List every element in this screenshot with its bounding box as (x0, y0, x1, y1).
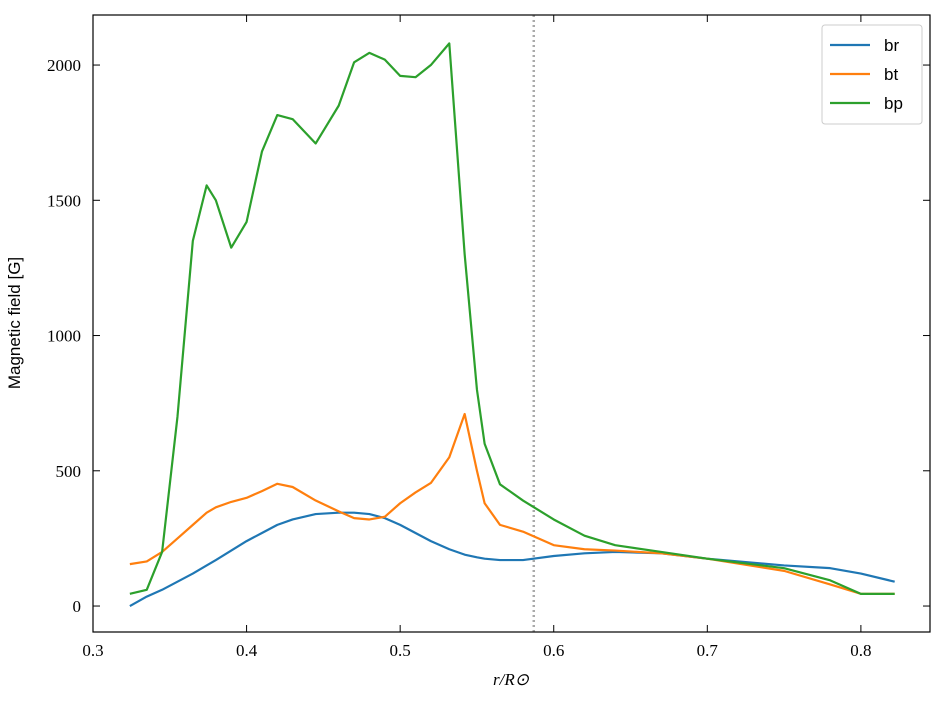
x-tick-label: 0.7 (697, 641, 719, 660)
y-tick-label: 0 (73, 597, 82, 616)
y-axis-label: Magnetic field [G] (5, 257, 24, 389)
y-tick-label: 1000 (47, 327, 81, 346)
x-tick-label: 0.5 (390, 641, 411, 660)
x-tick-label: 0.6 (543, 641, 564, 660)
legend-label: bt (884, 65, 898, 84)
line-series (129, 42, 895, 595)
x-tick-label: 0.8 (850, 641, 871, 660)
plot-frame (92, 14, 931, 633)
x-tick-label: 0.4 (236, 641, 258, 660)
line-series (129, 412, 895, 595)
y-tick-label: 500 (56, 462, 82, 481)
x-tick-label: 0.3 (82, 641, 103, 660)
legend-box (821, 24, 923, 125)
y-tick-label: 2000 (47, 56, 81, 75)
legend-label: br (884, 36, 899, 55)
x-axis-label: r/R⊙ (493, 670, 530, 689)
y-tick-label: 1500 (47, 191, 81, 210)
legend-label: bp (884, 94, 903, 113)
line-series (129, 511, 895, 607)
